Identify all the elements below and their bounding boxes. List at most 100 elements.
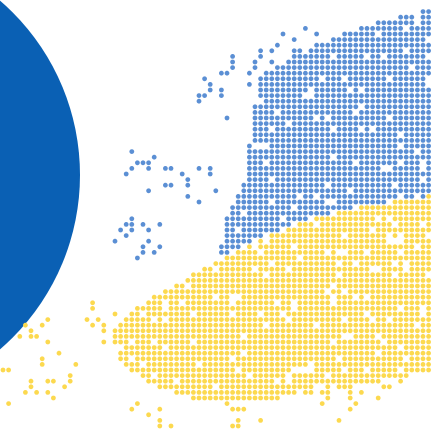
dot xyxy=(398,340,403,345)
dot xyxy=(6,368,11,373)
dot xyxy=(269,351,274,356)
dot xyxy=(241,284,246,289)
dot xyxy=(258,200,263,205)
dot xyxy=(247,306,252,311)
dot xyxy=(381,289,386,294)
dot xyxy=(337,200,342,205)
dot xyxy=(264,328,269,333)
dot xyxy=(202,317,207,322)
dot xyxy=(292,183,297,188)
dot xyxy=(191,351,196,356)
dot xyxy=(191,306,196,311)
dot xyxy=(169,368,174,373)
dot xyxy=(247,300,252,305)
dot xyxy=(286,194,291,199)
dot xyxy=(353,244,358,249)
dot xyxy=(320,228,325,233)
dot xyxy=(297,88,302,93)
dot xyxy=(331,328,336,333)
dot xyxy=(370,104,375,109)
dot xyxy=(314,138,319,143)
dot xyxy=(208,351,213,356)
dot xyxy=(342,172,347,177)
dot xyxy=(320,65,325,70)
dot xyxy=(365,116,370,121)
dot xyxy=(157,295,162,300)
dot xyxy=(208,272,213,277)
dot xyxy=(297,306,302,311)
dot xyxy=(219,93,224,98)
dot xyxy=(370,222,375,227)
dot xyxy=(348,340,353,345)
dot xyxy=(191,295,196,300)
dot xyxy=(225,256,230,261)
dot xyxy=(90,300,95,305)
dot xyxy=(415,82,420,87)
dot xyxy=(297,188,302,193)
dot xyxy=(337,149,342,154)
dot xyxy=(381,205,386,210)
dot xyxy=(353,379,358,384)
dot xyxy=(152,328,157,333)
dot xyxy=(337,110,342,115)
dot xyxy=(152,312,157,317)
dot xyxy=(325,312,330,317)
dot xyxy=(258,244,263,249)
dot xyxy=(409,368,414,373)
dot xyxy=(309,82,314,87)
dot xyxy=(415,138,420,143)
dot xyxy=(286,351,291,356)
dot xyxy=(409,121,414,126)
dot xyxy=(309,99,314,104)
dot xyxy=(337,418,342,423)
dot xyxy=(174,390,179,395)
dot xyxy=(426,71,431,76)
dot xyxy=(337,317,342,322)
dot xyxy=(269,71,274,76)
dot xyxy=(337,205,342,210)
dot xyxy=(426,9,431,14)
dot xyxy=(376,144,381,149)
dot xyxy=(370,284,375,289)
dot xyxy=(309,317,314,322)
dot xyxy=(219,396,224,401)
dot xyxy=(275,256,280,261)
dot xyxy=(146,379,151,384)
dot xyxy=(365,284,370,289)
dot xyxy=(180,317,185,322)
dot xyxy=(258,155,263,160)
dot xyxy=(253,172,258,177)
dot xyxy=(286,228,291,233)
dot xyxy=(409,244,414,249)
dot xyxy=(409,323,414,328)
dot xyxy=(275,177,280,182)
dot xyxy=(320,149,325,154)
dot xyxy=(404,340,409,345)
dot xyxy=(342,228,347,233)
dot xyxy=(398,379,403,384)
dot xyxy=(124,345,129,350)
dot xyxy=(415,172,420,177)
dot xyxy=(381,351,386,356)
dot xyxy=(303,121,308,126)
dot xyxy=(258,306,263,311)
dot xyxy=(219,345,224,350)
dot xyxy=(353,32,358,37)
dot xyxy=(247,351,252,356)
dot xyxy=(180,373,185,378)
dot xyxy=(381,256,386,261)
dot xyxy=(421,127,426,132)
dot xyxy=(213,289,218,294)
dot xyxy=(292,250,297,255)
dot xyxy=(281,317,286,322)
dot xyxy=(359,76,364,81)
dot xyxy=(101,340,106,345)
dot xyxy=(320,334,325,339)
dot xyxy=(409,356,414,361)
dot xyxy=(314,82,319,87)
dot xyxy=(409,99,414,104)
dot xyxy=(314,172,319,177)
dot xyxy=(348,93,353,98)
dot xyxy=(247,362,252,367)
dot xyxy=(241,362,246,367)
